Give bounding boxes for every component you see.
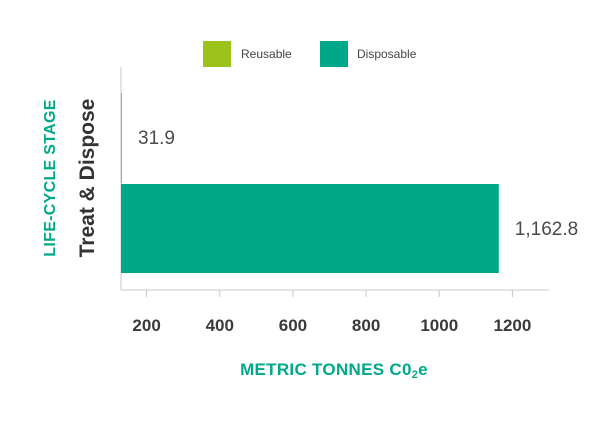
data-label-reusable: 31.9 bbox=[138, 128, 175, 149]
legend-swatch-disposable bbox=[320, 41, 348, 67]
legend-item-disposable: Disposable bbox=[320, 41, 417, 67]
x-tick-label-600: 600 bbox=[279, 316, 307, 335]
data-labels: 31.9 1,162.8 bbox=[138, 128, 578, 240]
x-tick-label-800: 800 bbox=[352, 316, 380, 335]
x-tick-label-1000: 1000 bbox=[420, 316, 458, 335]
x-tick-label-400: 400 bbox=[206, 316, 234, 335]
bar-disposable bbox=[121, 184, 499, 273]
legend-swatch-reusable bbox=[203, 41, 231, 67]
legend-item-reusable: Reusable bbox=[203, 41, 292, 67]
x-axis-title-tail: e bbox=[418, 360, 428, 379]
x-tick-label-200: 200 bbox=[132, 316, 160, 335]
x-ticks: 200 400 600 800 1000 1200 bbox=[132, 290, 531, 335]
legend-label-reusable: Reusable bbox=[241, 47, 292, 61]
bar-reusable bbox=[121, 93, 122, 183]
legend-label-disposable: Disposable bbox=[357, 47, 417, 61]
x-axis-title-main: METRIC TONNES C0 bbox=[240, 360, 412, 379]
x-axis-title: METRIC TONNES C02e bbox=[240, 360, 428, 381]
category-label: Treat & Dispose bbox=[76, 99, 99, 258]
x-tick-label-1200: 1200 bbox=[494, 316, 532, 335]
legend: Reusable Disposable bbox=[203, 41, 417, 67]
data-label-disposable: 1,162.8 bbox=[515, 219, 578, 240]
y-axis-title: LIFE-CYCLE STAGE bbox=[42, 99, 59, 256]
x-axis-title-subscript: 2 bbox=[412, 369, 418, 381]
bars bbox=[121, 93, 499, 273]
